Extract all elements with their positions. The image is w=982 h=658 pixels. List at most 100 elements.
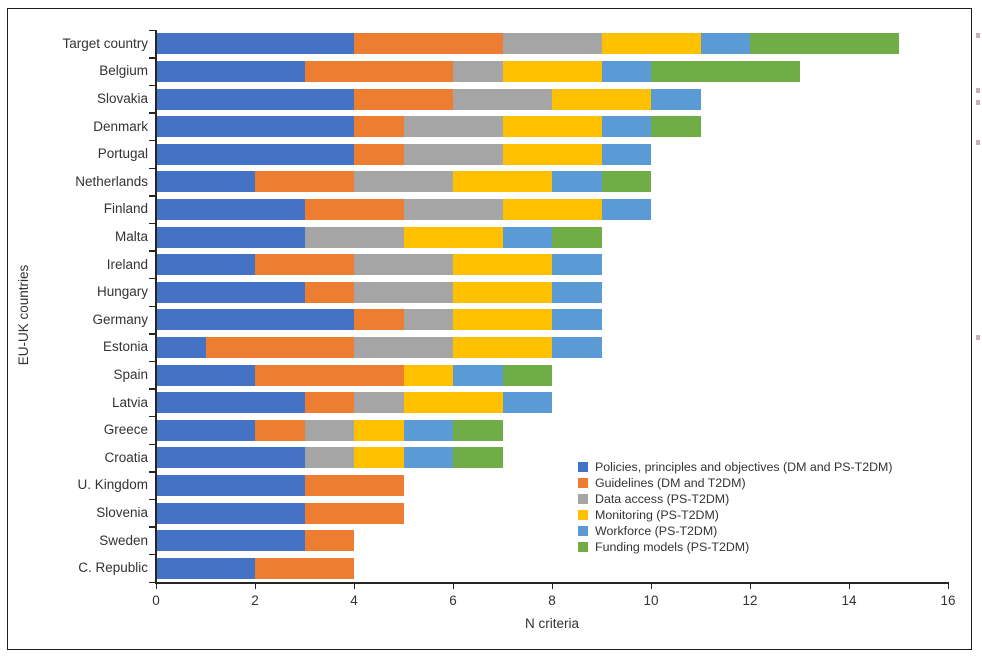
legend-swatch-icon bbox=[578, 526, 588, 536]
y-axis-tick bbox=[149, 415, 156, 418]
x-axis-title: N criteria bbox=[524, 616, 579, 631]
x-axis-tick bbox=[749, 583, 751, 589]
legend-item: Data access (PS-T2DM) bbox=[578, 491, 892, 507]
y-axis-tick bbox=[149, 388, 156, 390]
bar-segment bbox=[354, 419, 404, 441]
y-axis-tick bbox=[149, 29, 156, 31]
y-axis-tick bbox=[149, 333, 156, 335]
x-axis-tick-label: 14 bbox=[841, 593, 857, 608]
bar-segment bbox=[156, 143, 354, 165]
y-axis-tick bbox=[149, 277, 156, 280]
legend-label: Guidelines (DM and T2DM) bbox=[595, 476, 746, 490]
bar-segment bbox=[255, 254, 354, 276]
category-label: Croatia bbox=[104, 449, 148, 465]
legend-swatch-icon bbox=[578, 510, 588, 520]
bar-segment bbox=[255, 364, 404, 386]
y-axis-tick bbox=[149, 195, 156, 197]
category-label: Estonia bbox=[102, 339, 148, 355]
page-edge-artifact bbox=[976, 100, 980, 105]
bar-segment bbox=[156, 530, 305, 552]
bar-segment bbox=[403, 309, 453, 331]
bar-row bbox=[156, 281, 602, 303]
bar-segment bbox=[354, 143, 404, 165]
page-edge-artifact bbox=[976, 33, 980, 38]
bar-segment bbox=[552, 309, 602, 331]
bar-segment bbox=[354, 309, 404, 331]
bar-segment bbox=[403, 198, 503, 220]
bar-segment bbox=[502, 60, 602, 82]
x-axis-tick-label: 12 bbox=[742, 593, 758, 608]
y-axis-tick bbox=[149, 581, 156, 583]
bar-segment bbox=[156, 364, 255, 386]
bar-segment bbox=[403, 447, 453, 469]
bar-row bbox=[156, 116, 701, 138]
y-axis-tick bbox=[149, 471, 156, 473]
x-axis-tick-label: 2 bbox=[251, 593, 259, 608]
legend-label: Workforce (PS-T2DM) bbox=[595, 524, 718, 538]
bar-segment bbox=[156, 419, 255, 441]
legend-swatch-icon bbox=[578, 478, 588, 488]
bar-segment bbox=[403, 364, 453, 386]
bar-segment bbox=[255, 171, 354, 193]
legend-label: Funding models (PS-T2DM) bbox=[595, 540, 750, 554]
bar-segment bbox=[304, 198, 404, 220]
bar-segment bbox=[502, 364, 552, 386]
y-axis-line bbox=[155, 30, 157, 583]
legend-item: Funding models (PS-T2DM) bbox=[578, 539, 892, 555]
legend-item: Workforce (PS-T2DM) bbox=[578, 523, 892, 539]
bar-segment bbox=[453, 309, 552, 331]
bar-segment bbox=[453, 336, 552, 358]
bar-segment bbox=[552, 281, 602, 303]
y-axis-tick bbox=[149, 167, 156, 169]
bar-segment bbox=[502, 33, 602, 55]
y-axis-tick bbox=[149, 57, 156, 59]
bar-row bbox=[156, 557, 354, 579]
bar-segment bbox=[502, 143, 602, 165]
category-label: Latvia bbox=[111, 394, 148, 410]
category-label: Belgium bbox=[99, 63, 148, 79]
bar-row bbox=[156, 198, 651, 220]
category-label: Sweden bbox=[99, 532, 148, 548]
x-axis-tick bbox=[551, 583, 553, 589]
bar-segment bbox=[304, 474, 404, 496]
x-axis-tick-label: 4 bbox=[350, 593, 358, 608]
x-axis-tick-label: 6 bbox=[449, 593, 457, 608]
bar-row bbox=[156, 392, 552, 414]
bar-segment bbox=[156, 171, 255, 193]
legend-item: Monitoring (PS-T2DM) bbox=[578, 507, 892, 523]
y-axis-tick bbox=[149, 84, 156, 87]
bar-segment bbox=[156, 254, 255, 276]
bar-row bbox=[156, 336, 602, 358]
bar-row bbox=[156, 364, 552, 386]
bar-segment bbox=[552, 88, 651, 110]
bar-segment bbox=[156, 309, 354, 331]
page-edge-artifact bbox=[976, 140, 980, 145]
legend: Policies, principles and objectives (DM … bbox=[578, 459, 892, 555]
bar-segment bbox=[255, 419, 305, 441]
bar-segment bbox=[552, 226, 602, 248]
bar-segment bbox=[156, 226, 305, 248]
category-label: Spain bbox=[113, 367, 148, 382]
bar-row bbox=[156, 309, 602, 331]
y-axis-tick bbox=[149, 553, 156, 556]
bar-segment bbox=[304, 60, 453, 82]
y-axis-tick bbox=[149, 250, 156, 252]
bar-segment bbox=[304, 447, 354, 469]
category-label: Finland bbox=[103, 201, 148, 217]
y-axis-tick bbox=[149, 112, 156, 114]
bar-segment bbox=[354, 33, 503, 55]
x-axis-tick bbox=[848, 583, 850, 589]
y-axis-tick bbox=[149, 498, 156, 501]
y-axis-tick bbox=[149, 443, 156, 445]
bar-row bbox=[156, 530, 354, 552]
x-axis-tick-label: 8 bbox=[548, 593, 556, 608]
bar-segment bbox=[453, 364, 503, 386]
bar-segment bbox=[156, 392, 305, 414]
x-axis-line bbox=[155, 582, 949, 584]
legend-label: Data access (PS-T2DM) bbox=[595, 492, 730, 506]
bar-segment bbox=[601, 33, 701, 55]
bar-segment bbox=[453, 171, 552, 193]
category-label: U. Kingdom bbox=[77, 477, 148, 493]
bar-row bbox=[156, 419, 503, 441]
bar-segment bbox=[354, 88, 453, 110]
